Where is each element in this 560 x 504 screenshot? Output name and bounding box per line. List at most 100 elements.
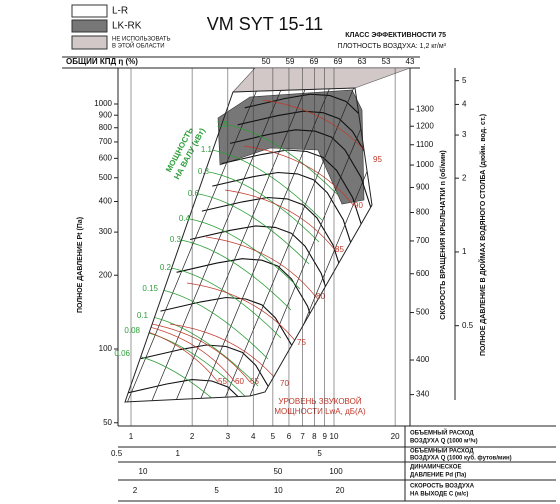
power-label: 0.08: [124, 326, 140, 335]
y-tick-label: 900: [99, 110, 113, 119]
speed-tick-label: 400: [416, 355, 430, 364]
y-tick-label: 700: [99, 137, 113, 146]
x-tick-label: 9: [322, 432, 327, 441]
speed-tick-label: 800: [416, 208, 430, 217]
inch-tick-label: 4: [462, 100, 467, 109]
x-tick-label: 1: [129, 432, 134, 441]
power-label: 1.5: [217, 120, 229, 129]
sound-line: [169, 323, 281, 385]
efficiency-axis-label: ОБЩИЙ КПД η (%): [66, 57, 138, 66]
row-label: НА ВЫХОДЕ C (м/с): [410, 492, 468, 498]
pd-tick-label: 50: [273, 467, 282, 476]
speed-tick-label: 500: [416, 308, 430, 317]
sound-label: 55: [218, 377, 227, 386]
efficiency-label: 50: [262, 57, 271, 66]
efficiency-label: 43: [406, 57, 415, 66]
sound-line: [224, 189, 336, 251]
legend-swatch: [71, 4, 108, 18]
sound-label: 80: [316, 292, 325, 301]
y-tick-label: 400: [99, 197, 113, 206]
sound-label: 70: [280, 379, 289, 388]
row-label: СКОРОСТЬ ВОЗДУХА: [410, 484, 475, 490]
row-label: ОБЪЕМНЫЙ РАСХОД: [410, 447, 474, 455]
cfm-tick-label: 0.5: [111, 449, 123, 458]
y-tick-label: 600: [99, 153, 113, 162]
speed-tick-label: 600: [416, 269, 430, 278]
y-tick-label: 100: [99, 344, 113, 353]
legend-swatch: [71, 19, 108, 33]
sound-label: 85: [335, 245, 344, 254]
sound-title: МОЩНОСТИ LwA, дБ(А): [274, 407, 366, 416]
inch-tick-label: 0.5: [462, 321, 474, 330]
y-tick-label: 500: [99, 173, 113, 182]
power-line: [157, 288, 269, 360]
y-tick-label: 300: [99, 227, 113, 236]
fan-curve: [244, 93, 372, 173]
power-line: [208, 171, 320, 243]
speed-tick-label: 900: [416, 183, 430, 192]
legend-label: L-R: [112, 6, 128, 17]
pd-tick-label: 10: [139, 467, 148, 476]
forbidden-area: [232, 67, 411, 93]
power-label: 0.6: [188, 189, 200, 198]
power-label: 0.4: [179, 214, 191, 223]
cfm-tick-label: 1: [176, 449, 181, 458]
fan-curve: [160, 296, 302, 376]
speed-tick-label: 340: [416, 390, 430, 399]
x-tick-label: 4: [251, 432, 256, 441]
sound-label: 90: [354, 201, 363, 210]
row-label: ВОЗДУХА Q (1000 м³/ч): [410, 438, 478, 445]
inch-tick-label: 3: [462, 130, 467, 139]
y-tick-label: 1000: [94, 99, 112, 108]
power-line: [129, 353, 241, 402]
fan-curve: [221, 149, 364, 229]
sound-label: 60: [235, 377, 244, 386]
inch-tick-label: 5: [462, 76, 467, 85]
sound-line: [205, 236, 317, 298]
power-line: [211, 149, 323, 221]
fan-curve: [126, 379, 268, 402]
curve-mesh: [125, 88, 372, 402]
y-tick-label: 50: [103, 418, 112, 427]
speed-axis-label: СКОРОСТЬ ВРАЩЕНИЯ КРЫЛЬЧАТКИ n (об/мин): [439, 150, 447, 319]
efficiency-label: 53: [382, 57, 391, 66]
efficiency-class: КЛАСС ЭФФЕКТИВНОСТИ 75: [345, 32, 446, 39]
efficiency-label: 69: [310, 57, 319, 66]
power-label: 0.1: [137, 311, 149, 320]
pressure-axis-label: ПОЛНОЕ ДАВЛЕНИЕ Pt (Па): [77, 217, 84, 313]
legend-swatch: [71, 35, 108, 50]
row-label: ВОЗДУХА Q (1000 куб. футов/мин): [410, 455, 512, 462]
efficiency-label: 63: [358, 57, 367, 66]
fan-curve: [212, 171, 354, 251]
efficiency-label: 59: [286, 57, 295, 66]
pd-tick-label: 100: [329, 467, 343, 476]
x-tick-label: 7: [300, 432, 305, 441]
x-tick-label: 8: [312, 432, 317, 441]
chart-title: VM SYT 15-11: [207, 14, 323, 34]
fan-curve: [229, 129, 372, 208]
cfm-tick-label: 5: [317, 449, 322, 458]
sound-label: 75: [297, 338, 306, 347]
fan-curve: [140, 344, 283, 402]
sound-line: [186, 282, 298, 344]
power-label: 0.15: [142, 284, 158, 293]
speed-tick-label: 1300: [416, 104, 434, 113]
inch-tick-label: 2: [462, 173, 467, 182]
power-label: 1.1: [201, 145, 213, 154]
power-label: 0.2: [160, 263, 172, 272]
x-tick-label: 10: [330, 432, 339, 441]
row-label: ДАВЛЕНИЕ Pd (Па): [410, 473, 466, 479]
velocity-tick-label: 10: [274, 486, 283, 495]
air-density: ПЛОТНОСТЬ ВОЗДУХА: 1,2 кг/м³: [338, 43, 447, 50]
fan-curve: [189, 225, 332, 305]
velocity-tick-label: 20: [336, 486, 345, 495]
legend-label: В ЭТОЙ ОБЛАСТИ: [112, 42, 165, 50]
sound-line: [243, 145, 355, 207]
efficiency-label: 69: [334, 57, 343, 66]
x-tick-label: 6: [287, 432, 292, 441]
power-label: 0.3: [170, 235, 182, 244]
inch-tick-label: 1: [462, 247, 467, 256]
fan-curve: [201, 196, 344, 276]
x-tick-label: 5: [271, 432, 276, 441]
x-tick-label: 2: [190, 432, 195, 441]
